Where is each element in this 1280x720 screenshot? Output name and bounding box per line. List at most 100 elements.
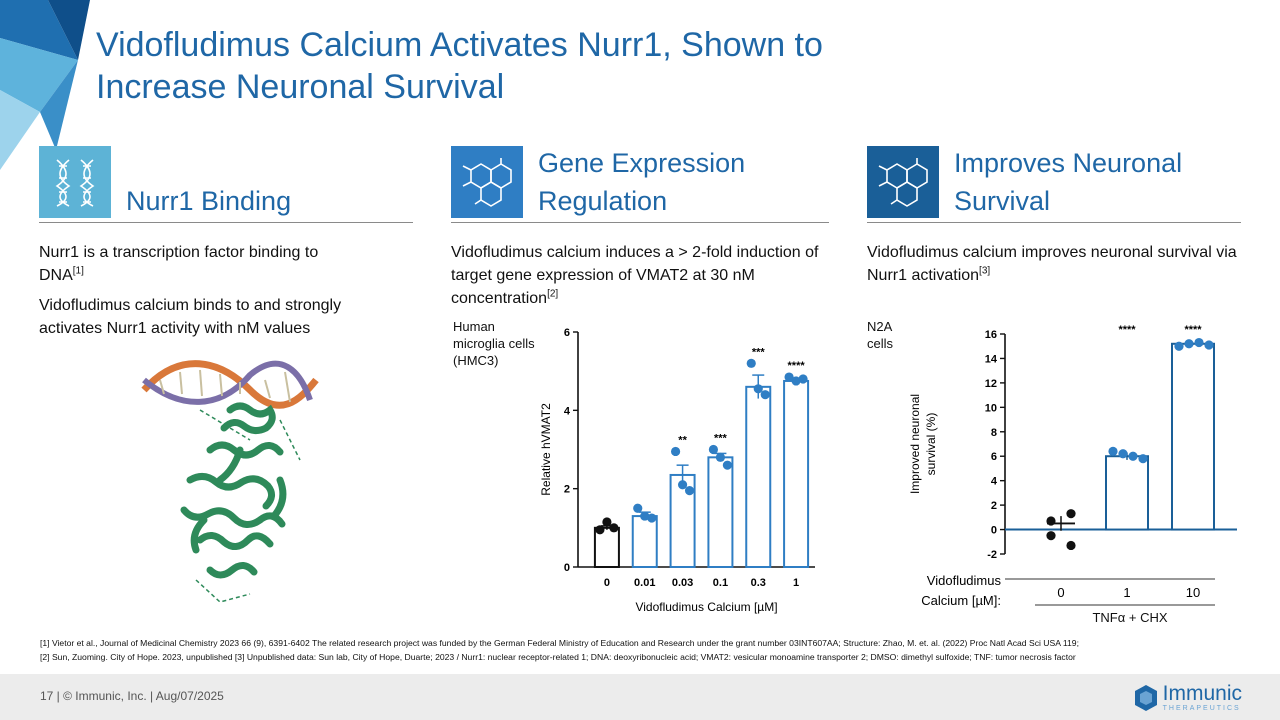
reference-line-1: [1] Vietor et al., Journal of Medicinal … <box>40 638 1079 648</box>
molecule-icon <box>878 158 928 207</box>
logo-subtitle: THERAPEUTICS <box>1162 704 1241 712</box>
bar <box>1105 455 1149 531</box>
hmc3-cell-label: Human microglia cells (HMC3) <box>453 319 535 368</box>
immunic-logo-icon <box>1134 685 1157 711</box>
y-axis-label: Relative hVMAT2 <box>539 403 553 496</box>
nurr1-dna-structure-image <box>141 360 319 603</box>
significance-label: **** <box>1118 324 1136 336</box>
x-category-label: 0 <box>1057 585 1064 600</box>
neuronal-survival-tile <box>867 146 939 218</box>
nurr1-paragraph-1: Nurr1 is a transcription factor binding … <box>39 244 319 284</box>
y-axis-label-line1: Improved neuronal <box>908 394 922 494</box>
significance-label: *** <box>714 433 728 445</box>
data-point <box>677 480 688 490</box>
bar <box>631 515 658 568</box>
slide-title: Vidofludimus Calcium Activates Nurr1, Sh… <box>96 24 996 108</box>
y-tick-label: 6 <box>991 451 997 463</box>
gene-expression-heading: Gene Expression Regulation <box>538 148 746 216</box>
y-tick-label: 8 <box>991 427 997 439</box>
data-point <box>784 372 794 382</box>
x-tick-label: 0.3 <box>751 577 766 589</box>
data-point <box>1174 341 1184 351</box>
nurr1-paragraph-2: Vidofludimus calcium binds to and strong… <box>39 297 342 337</box>
data-point <box>1128 451 1138 461</box>
data-point <box>715 452 726 462</box>
x-title-line1: Vidofludimus <box>927 573 1002 588</box>
logo-name: Immunic <box>1162 681 1242 705</box>
data-point <box>760 390 770 400</box>
significance-label: *** <box>752 346 766 358</box>
footer-bar: 17 | © Immunic, Inc. | Aug/07/2025 Immun… <box>0 674 1280 720</box>
data-point <box>1046 531 1056 541</box>
y-tick-label: 14 <box>985 353 998 365</box>
data-point <box>633 503 643 513</box>
x-axis-label: Vidofludimus Calcium [µM] <box>635 600 777 614</box>
bar <box>783 379 810 569</box>
immunic-logo: Immunic THERAPEUTICS <box>1133 680 1242 716</box>
data-point <box>595 525 605 535</box>
y-tick-label: 6 <box>564 327 570 339</box>
data-point <box>1108 446 1118 456</box>
x-tick-label: 1 <box>793 577 799 589</box>
y-tick-label: 0 <box>991 525 997 537</box>
data-point <box>1066 540 1076 551</box>
significance-label: **** <box>788 360 806 372</box>
data-point <box>1194 337 1204 348</box>
data-point <box>1066 509 1076 519</box>
data-point <box>1184 339 1194 349</box>
x-category-label: 1 <box>1123 585 1130 600</box>
column1-divider <box>39 222 413 223</box>
slide-title-line1: Vidofludimus Calcium Activates Nurr1, Sh… <box>96 26 823 64</box>
data-point <box>798 374 808 384</box>
bar <box>669 473 696 568</box>
y-tick-label: 12 <box>985 378 997 390</box>
x-tick-label: 0.1 <box>713 577 728 589</box>
slide-title-line2: Increase Neuronal Survival <box>96 68 505 106</box>
data-point <box>684 486 695 496</box>
gene-expression-paragraph: Vidofludimus calcium induces a > 2-fold … <box>451 244 819 307</box>
references: [1] Vietor et al., Journal of Medicinal … <box>40 636 1250 664</box>
nurr1-binding-heading: Nurr1 Binding <box>126 186 292 216</box>
significance-label: **** <box>1184 324 1202 336</box>
data-point <box>640 511 650 521</box>
y-tick-label: 10 <box>985 402 997 414</box>
data-point <box>753 384 763 394</box>
footer-text: 17 | © Immunic, Inc. | Aug/07/2025 <box>40 689 224 703</box>
gene-expression-tile <box>451 146 523 218</box>
data-point <box>647 513 657 523</box>
data-point <box>602 517 612 527</box>
neuronal-survival-paragraph: Vidofludimus calcium improves neuronal s… <box>867 244 1237 284</box>
y-tick-label: 4 <box>564 405 571 417</box>
neuronal-survival-heading: Improves Neuronal Survival <box>954 148 1183 216</box>
y-tick-label: 2 <box>991 500 997 512</box>
data-point <box>722 460 733 470</box>
bar <box>745 385 772 569</box>
data-point <box>1204 340 1214 350</box>
x-category-label: 10 <box>1186 585 1200 600</box>
data-point <box>708 444 719 455</box>
data-point <box>1046 516 1056 526</box>
y-tick-label: 4 <box>991 476 998 488</box>
x-title-line2: Calcium [µM]: <box>921 593 1001 608</box>
data-point <box>746 358 756 368</box>
y-axis-label-line2: survival (%) <box>924 413 938 476</box>
n2a-cell-label: N2A cells <box>867 319 894 351</box>
corner-decoration <box>0 0 90 170</box>
x-tick-label: 0.01 <box>634 577 655 589</box>
y-tick-label: 0 <box>564 562 570 574</box>
dna-icon <box>55 159 95 207</box>
treatment-group-label: TNFα + CHX <box>1092 610 1168 625</box>
bar <box>1171 342 1215 531</box>
molecule-icon <box>462 158 512 207</box>
x-tick-label: 0 <box>604 577 610 589</box>
y-tick-label: -2 <box>987 549 997 561</box>
column2-divider <box>451 222 829 223</box>
data-point <box>670 446 681 457</box>
x-tick-label: 0.03 <box>672 577 693 589</box>
significance-label: ** <box>678 434 687 446</box>
bar <box>593 526 620 568</box>
bar <box>707 456 734 568</box>
column3-divider <box>867 222 1241 223</box>
data-point <box>1118 449 1128 459</box>
